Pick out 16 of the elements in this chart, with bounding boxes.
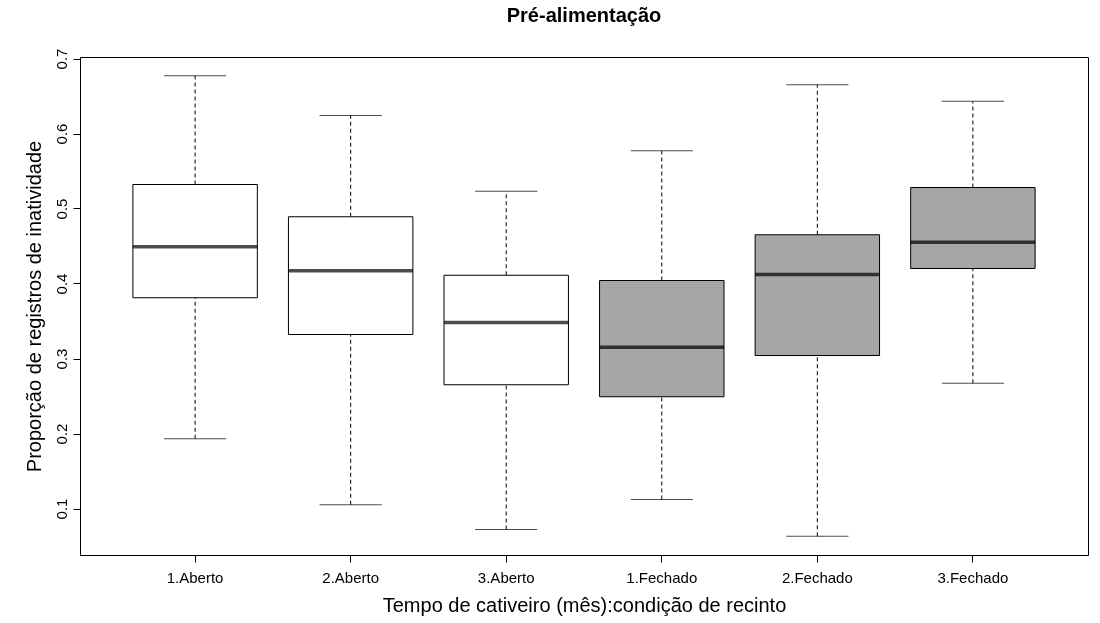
x-axis-title: Tempo de cativeiro (mês):condição de recinto xyxy=(382,593,787,616)
y-tick-label: 0.7 xyxy=(52,48,70,70)
y-tick-label: 0.1 xyxy=(52,498,70,520)
x-tick-label: 3.Aberto xyxy=(477,568,535,586)
x-tick-label: 1.Fechado xyxy=(626,568,698,586)
y-tick-label: 0.5 xyxy=(52,198,70,220)
chart-title: Pré-alimentação xyxy=(506,4,662,27)
y-tick-label: 0.2 xyxy=(52,423,70,445)
y-tick-label: 0.6 xyxy=(52,123,70,145)
y-tick-label: 0.3 xyxy=(52,348,70,370)
x-tick-label: 1.Aberto xyxy=(166,568,224,586)
x-tick-label: 2.Aberto xyxy=(322,568,380,586)
y-axis-title: Proporção de registros de inatividade xyxy=(22,140,45,473)
x-tick-label: 2.Fechado xyxy=(781,568,853,586)
y-tick-label: 0.4 xyxy=(52,273,70,295)
x-tick-label: 3.Fechado xyxy=(937,568,1009,586)
